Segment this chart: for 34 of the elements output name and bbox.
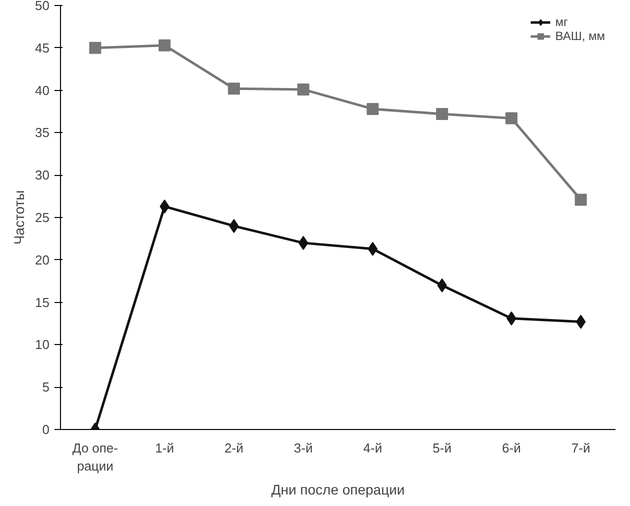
point (298, 236, 308, 250)
y-tick-label: 5 (42, 380, 50, 395)
point (505, 112, 518, 124)
y-tick-label: 25 (35, 210, 50, 225)
x-tick-label: 1-й (155, 440, 174, 456)
point (158, 39, 171, 52)
y-tick-label: 10 (35, 337, 50, 352)
point (368, 242, 378, 256)
x-tick-label: 3-й (294, 440, 313, 456)
y-tick-label: 40 (35, 82, 50, 98)
y-tick-label: 50 (35, 0, 50, 13)
point (297, 83, 310, 96)
y-axis-title: Частоты (11, 190, 28, 245)
x-axis-title: Дни после операции (271, 482, 405, 498)
x-tick-label: До опе- рации (72, 440, 118, 474)
x-tick-label: 7-й (571, 440, 590, 456)
legend-label: мг (555, 15, 569, 29)
x-tick-label: 5-й (432, 440, 452, 456)
y-tick-label: 0 (42, 422, 50, 437)
y-tick-label: 35 (35, 125, 50, 140)
x-tick-label: 6-й (502, 440, 521, 456)
y-tick-label: 30 (35, 168, 50, 183)
x-tick-label: 2-й (224, 440, 244, 456)
y-tick-label: 45 (35, 40, 50, 56)
point (228, 82, 240, 95)
point (436, 108, 448, 120)
point (574, 194, 587, 206)
point (89, 42, 102, 54)
x-tick-label: 4-й (363, 440, 382, 456)
point (366, 102, 379, 115)
y-tick-label: 15 (35, 294, 50, 310)
y-tick-label: 20 (35, 252, 50, 268)
point (576, 314, 586, 329)
legend-label: ВАШ, мм (555, 29, 605, 43)
